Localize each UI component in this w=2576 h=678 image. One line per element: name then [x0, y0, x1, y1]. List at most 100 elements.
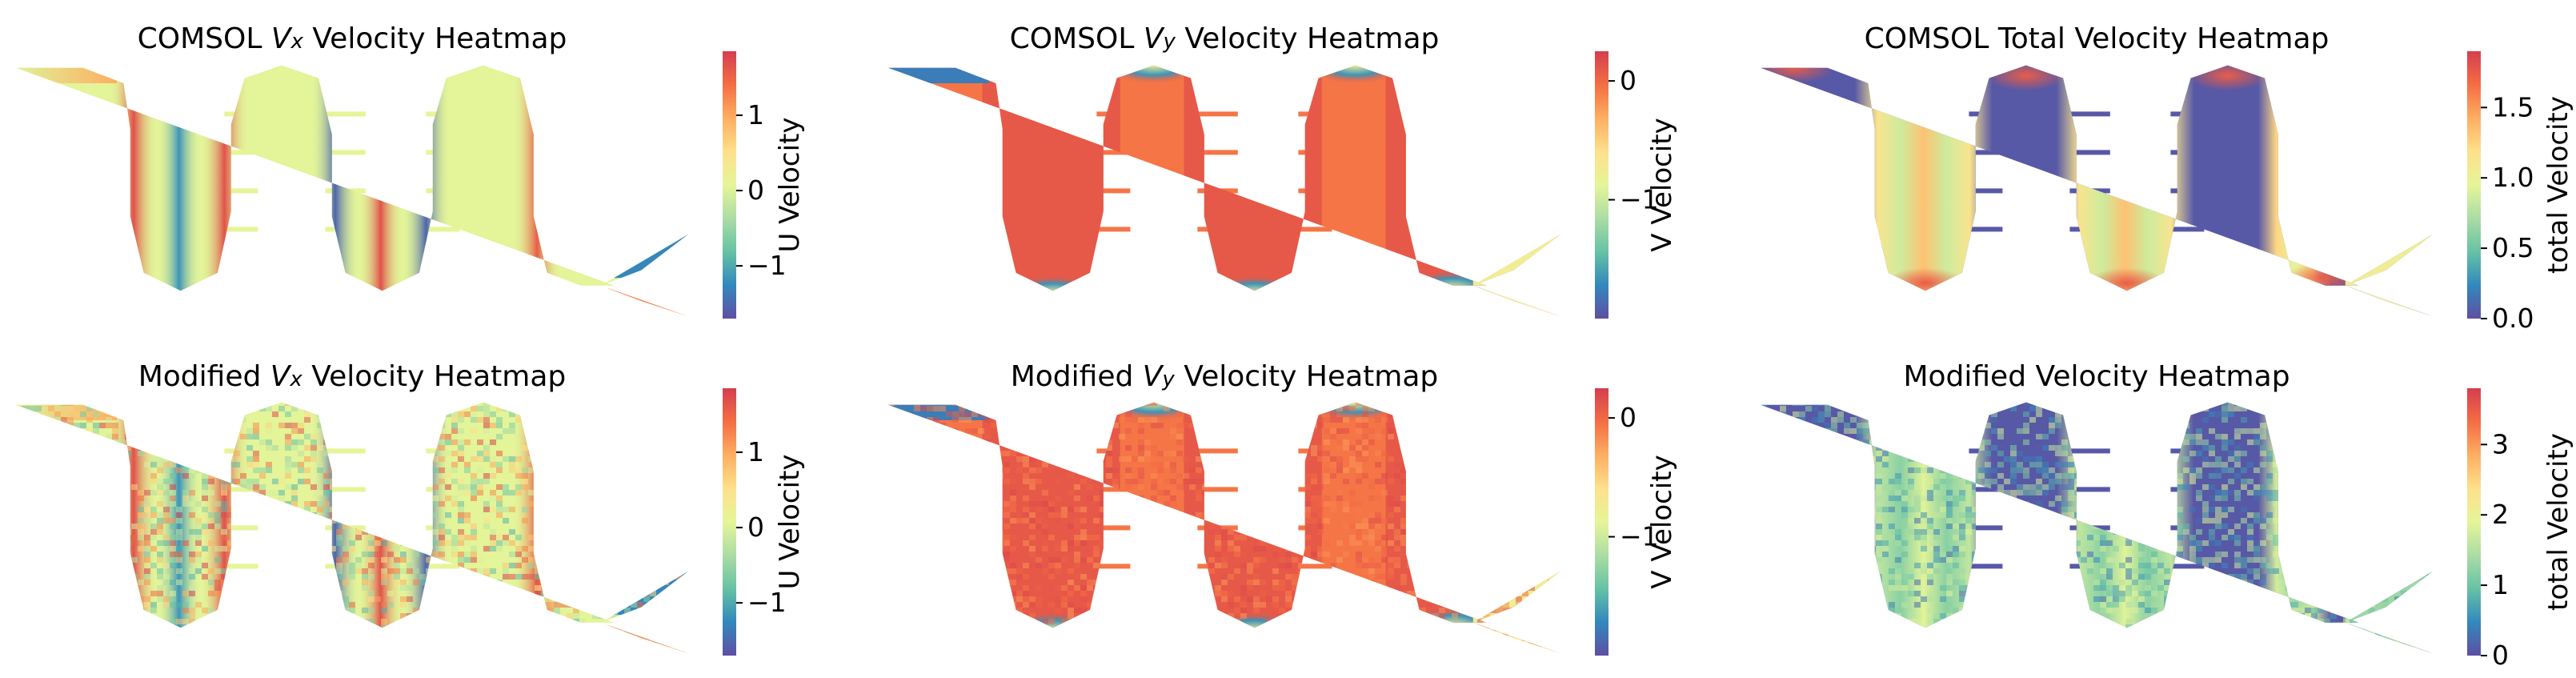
rung: [224, 564, 258, 568]
panel-title: Modified Vx Velocity Heatmap: [138, 360, 567, 393]
velocity-band: [403, 395, 450, 651]
outlet-lower-flow: [601, 625, 695, 664]
flow-field: [8, 387, 696, 664]
colorbar-tick-label: 0: [747, 175, 764, 206]
colorbar-label: U Velocity: [774, 117, 806, 252]
velocity-band: [312, 58, 359, 314]
colorbar-label: V Velocity: [1646, 118, 1678, 251]
colorbar-tick-label: 1.5: [2492, 91, 2534, 122]
colorbar: [2467, 51, 2481, 319]
colorbar: [2467, 388, 2481, 656]
panel-title: COMSOL Total Velocity Heatmap: [1865, 22, 2330, 55]
colorbar-tick-label: 0: [2492, 640, 2509, 671]
rung: [1969, 564, 2002, 568]
panel-1: COMSOL Vy Velocity Heatmap−10V Velocity: [880, 22, 1678, 324]
turn-flow: [1003, 612, 1104, 648]
colorbar-tick-label: 0: [1620, 65, 1637, 96]
velocity-band: [157, 58, 201, 314]
rung: [1197, 111, 1237, 116]
colorbar-tick-label: 2: [2492, 499, 2509, 530]
rung: [325, 111, 365, 116]
rung: [2170, 564, 2204, 568]
flow-field: [1753, 50, 2441, 324]
velocity-band: [983, 62, 1120, 311]
panel-4: Modified Vy Velocity Heatmap−10V Velocit…: [880, 360, 1678, 661]
colorbar: [1595, 51, 1608, 319]
outlet-flow: [1473, 227, 1568, 324]
outlet-flow: [1473, 564, 1568, 661]
colorbar: [1595, 388, 1608, 656]
outlet-upper-flow: [601, 564, 695, 615]
colorbar-tick-label: −1: [747, 250, 787, 281]
colorbar-tick-label: 0: [747, 512, 764, 543]
rung: [426, 227, 459, 231]
rung: [426, 564, 459, 568]
colorbar-tick-label: 1: [2492, 569, 2509, 600]
panel-title: COMSOL Vx Velocity Heatmap: [138, 22, 567, 55]
inlet-flow: [888, 58, 989, 83]
colorbar-tick-label: 0: [1620, 402, 1637, 433]
velocity-band: [201, 58, 248, 314]
rung: [1096, 564, 1130, 568]
flow-field: [8, 50, 696, 327]
panel-title: Modified Velocity Heatmap: [1903, 360, 2290, 393]
rung: [1969, 227, 2002, 231]
colorbar-tick-label: 1.0: [2492, 162, 2534, 193]
velocity-band: [1184, 62, 1322, 311]
turn-flow: [1403, 271, 1504, 307]
rung: [2069, 111, 2109, 116]
panel-title: Modified Vy Velocity Heatmap: [1011, 360, 1439, 393]
velocity-band: [1184, 399, 1322, 648]
hot-spot: [2086, 267, 2167, 298]
velocity-band: [359, 58, 403, 314]
velocity-band: [110, 58, 158, 314]
rung: [1197, 448, 1237, 453]
colorbar-label: total Velocity: [2542, 96, 2574, 274]
turn-flow: [1204, 275, 1305, 311]
colorbar-tick-label: 1: [747, 99, 764, 130]
colorbar-tick-label: 0.5: [2492, 232, 2534, 263]
panel-5: Modified Velocity Heatmap 0 1 2 3 total Veloc…: [1753, 360, 2574, 671]
rung: [325, 448, 365, 453]
colorbar-tick-label: −1: [747, 587, 787, 618]
rung: [1298, 227, 1332, 231]
rung: [1096, 227, 1130, 231]
panel-0: COMSOL Vx Velocity Heatmap −1 0 1 U Velocity: [8, 22, 806, 327]
velocity-band: [403, 58, 450, 314]
panel-3: Modified Vx Velocity Heatmap −1 0 1 U Veloci…: [8, 360, 806, 664]
hot-spot: [1985, 60, 2066, 90]
velocity-band: [514, 58, 561, 314]
colorbar-label: U Velocity: [774, 454, 806, 589]
hot-spot: [1754, 53, 1835, 83]
panel-title: COMSOL Vy Velocity Heatmap: [1010, 22, 1440, 55]
outlet-upper-flow: [601, 227, 695, 278]
outlet-flow: [2346, 564, 2440, 661]
hot-spot: [1885, 267, 1965, 298]
panel-2: COMSOL Total Velocity Heatmap 0.0 0.5 1.0 1.…: [1753, 22, 2574, 334]
outlet-lower-flow: [601, 288, 695, 327]
colorbar-tick-label: 0.0: [2492, 303, 2534, 334]
rung: [1298, 564, 1332, 568]
colorbar-label: total Velocity: [2542, 433, 2574, 611]
rung: [2170, 227, 2204, 231]
colorbar-label: V Velocity: [1646, 455, 1678, 588]
outlet-flow: [2346, 227, 2440, 324]
velocity-band: [514, 395, 561, 651]
rung: [2069, 448, 2109, 453]
colorbar-tick-label: 3: [2492, 428, 2509, 459]
noise-layer: [1761, 395, 2433, 652]
turn-flow: [1003, 275, 1104, 311]
colorbar: [723, 388, 736, 656]
colorbar-tick-label: 1: [747, 436, 764, 467]
flow-field: [880, 384, 1568, 661]
turn-flow: [1204, 612, 1305, 648]
colorbar: [723, 51, 736, 319]
flow-field: [880, 47, 1568, 324]
flow-field: [1753, 387, 2441, 661]
hot-spot: [2187, 60, 2268, 90]
turn-flow: [1403, 608, 1504, 644]
rung: [224, 227, 258, 231]
inlet-flow: [16, 58, 117, 83]
